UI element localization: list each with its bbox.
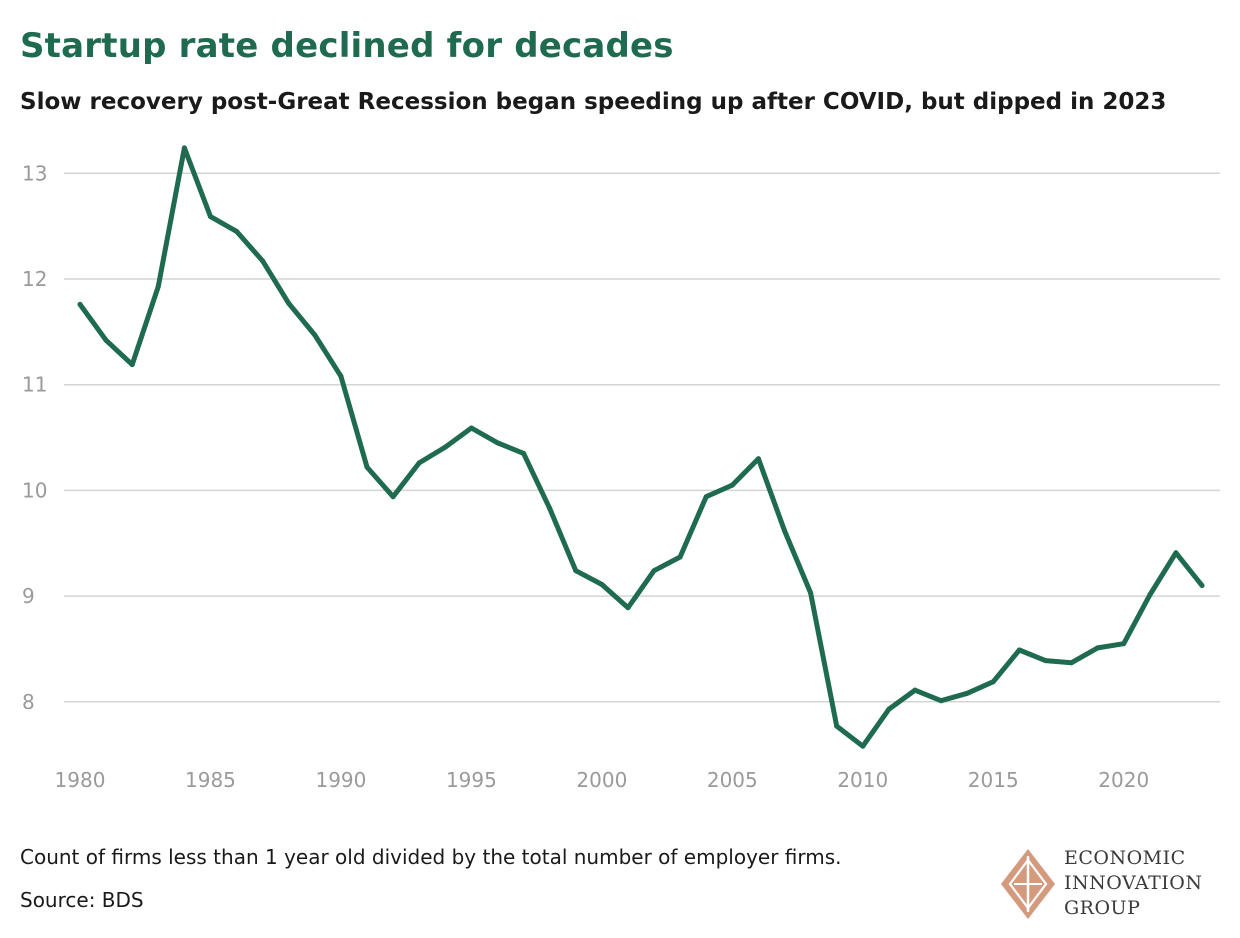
diamond-logo-icon <box>1001 849 1055 919</box>
data-point <box>912 687 918 693</box>
data-point <box>703 494 709 500</box>
data-point <box>468 425 474 431</box>
data-point <box>390 494 396 500</box>
y-tick-label: 8 <box>22 690 35 714</box>
data-point <box>990 679 996 685</box>
data-point <box>77 301 83 307</box>
data-point <box>547 505 553 511</box>
data-point <box>860 743 866 749</box>
data-point <box>1147 592 1153 598</box>
chart-title: Startup rate declined for decades <box>20 26 674 66</box>
data-point <box>651 568 657 574</box>
data-point <box>103 337 109 343</box>
chart-source: Source: BDS <box>20 888 144 912</box>
logo-line-2: INNOVATION <box>1064 872 1203 894</box>
data-point <box>1042 658 1048 664</box>
data-point <box>260 258 266 264</box>
y-tick-label: 9 <box>22 584 35 608</box>
data-point <box>312 332 318 338</box>
data-point <box>1121 641 1127 647</box>
x-tick-label: 1980 <box>55 768 106 792</box>
logo-wordmark: ECONOMIC INNOVATION GROUP <box>1064 846 1203 921</box>
data-point <box>442 444 448 450</box>
series-line <box>77 145 1205 749</box>
logo-line-3: GROUP <box>1064 897 1141 919</box>
chart-subtitle: Slow recovery post-Great Recession began… <box>20 89 1167 115</box>
data-point <box>938 698 944 704</box>
eig-logo: ECONOMIC INNOVATION GROUP <box>998 846 1228 922</box>
data-point <box>1069 660 1075 666</box>
data-point <box>234 228 240 234</box>
x-tick-label: 2010 <box>837 768 888 792</box>
data-point <box>599 581 605 587</box>
x-tick-label: 2000 <box>576 768 627 792</box>
data-point <box>364 464 370 470</box>
data-point <box>155 283 161 289</box>
data-point <box>207 214 213 220</box>
data-point <box>573 568 579 574</box>
x-axis-ticks: 1980 1985 1990 1995 2000 2005 2010 2015 2020 <box>55 768 1150 792</box>
y-tick-label: 12 <box>22 267 47 291</box>
data-point <box>521 450 527 456</box>
gridlines <box>64 172 1220 703</box>
logo-line-1: ECONOMIC <box>1064 847 1186 869</box>
x-tick-label: 1995 <box>446 768 497 792</box>
data-point <box>416 460 422 466</box>
data-point <box>1095 645 1101 651</box>
x-tick-label: 2015 <box>968 768 1019 792</box>
data-point <box>181 145 187 151</box>
data-point <box>755 456 761 462</box>
y-tick-label: 11 <box>22 373 47 397</box>
data-point <box>677 554 683 560</box>
y-axis-ticks: 8 9 10 11 12 13 <box>22 161 47 714</box>
data-point <box>1016 647 1022 653</box>
data-point <box>1173 550 1179 556</box>
data-point <box>129 362 135 368</box>
x-tick-label: 1985 <box>185 768 236 792</box>
x-tick-label: 2020 <box>1098 768 1149 792</box>
data-point <box>1199 583 1205 589</box>
x-tick-label: 1990 <box>315 768 366 792</box>
x-tick-label: 2005 <box>707 768 758 792</box>
data-point <box>964 690 970 696</box>
data-point <box>338 373 344 379</box>
data-point <box>494 440 500 446</box>
data-point <box>782 528 788 534</box>
data-point <box>886 706 892 712</box>
data-point <box>625 605 631 611</box>
y-tick-label: 13 <box>22 161 47 185</box>
series-group <box>77 145 1205 749</box>
data-point <box>808 590 814 596</box>
y-tick-label: 10 <box>22 478 47 502</box>
data-point <box>834 723 840 729</box>
data-point <box>286 300 292 306</box>
data-point <box>729 482 735 488</box>
chart-note: Count of firms less than 1 year old divi… <box>20 845 842 869</box>
